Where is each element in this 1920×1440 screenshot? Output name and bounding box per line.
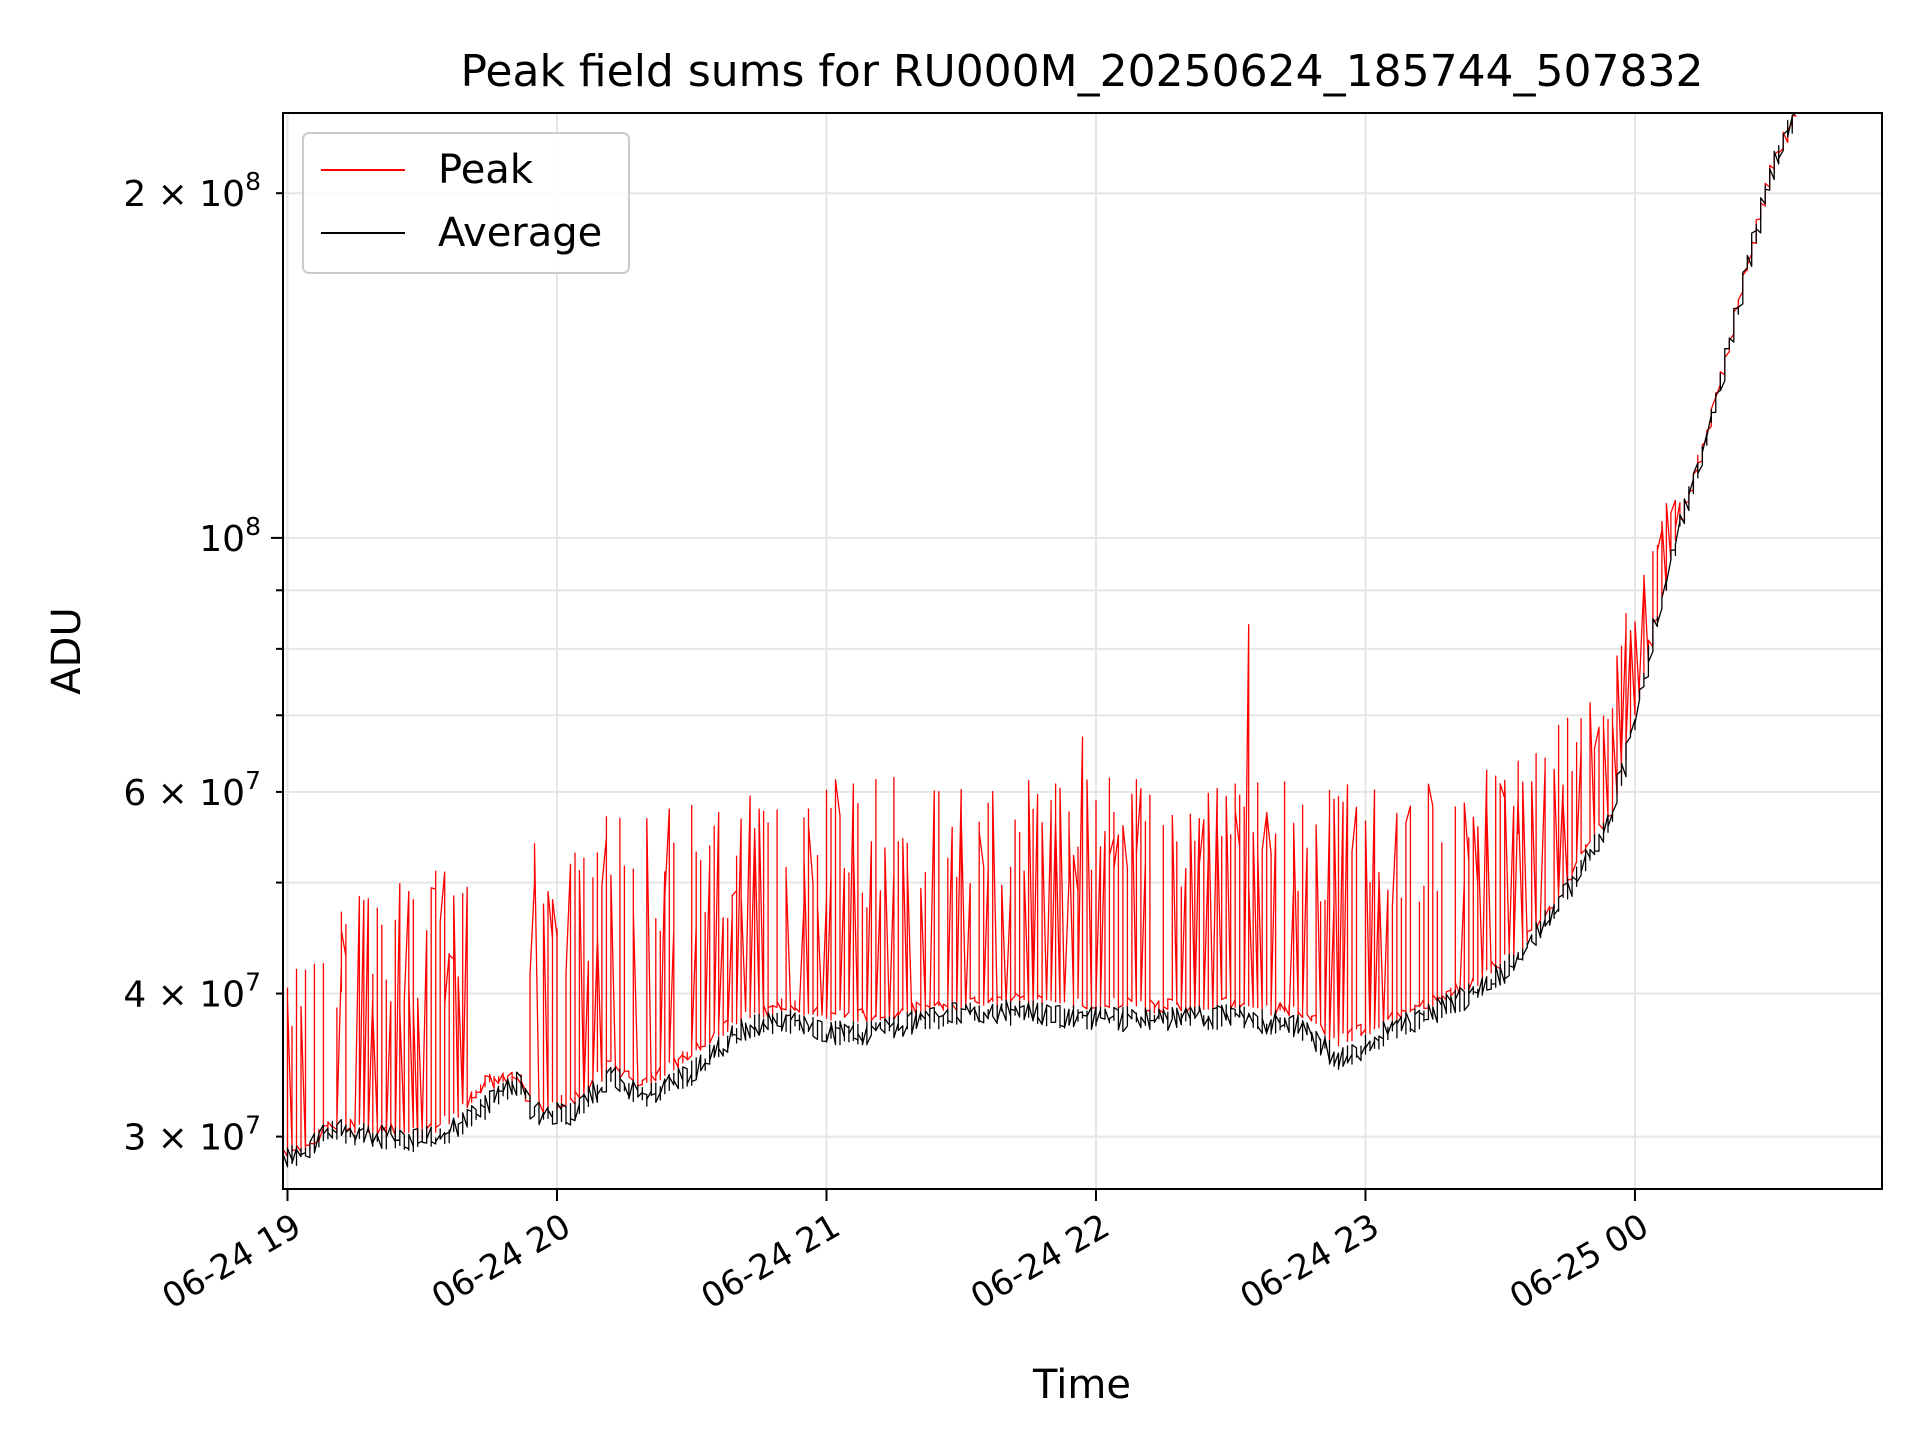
y-tick-label-times: × [146,1118,199,1159]
y-tick-label-base: 10 [199,975,245,1016]
legend-label-average: Average [438,210,602,256]
chart-title: Peak field sums for RU000M_20250624_1857… [460,46,1703,97]
legend: Peak Average [302,132,630,274]
y-tick-label: 4 × 107 [123,968,261,1016]
y-tick-label-times: × [146,975,199,1016]
y-tick-label-mantissa: 6 [123,773,146,814]
series-line-peak [283,114,1797,1158]
y-tick-label: 3 × 107 [123,1111,261,1159]
y-tick-label: 2 × 108 [123,167,261,215]
y-tick-label-exp: 7 [245,1111,261,1140]
y-tick-label: 108 [199,512,261,560]
legend-label-peak: Peak [438,147,534,193]
y-tick-label-exp: 8 [245,167,261,196]
legend-box [302,132,630,274]
y-tick-label-base: 10 [199,773,245,814]
y-tick-label-mantissa: 3 [123,1118,146,1159]
y-tick-label-base: 10 [199,174,245,215]
x-axis-label: Time [1032,1362,1131,1408]
y-axis-label: ADU [44,607,90,694]
y-tick-label-exp: 7 [245,766,261,795]
y-tick-label-exp: 7 [245,968,261,997]
plot-frame [282,112,1883,1190]
y-tick-label-mantissa: 4 [123,975,146,1016]
y-tick-label-exp: 8 [245,512,261,541]
series-line-average [283,113,1798,1171]
y-tick-label-mantissa: 2 [123,174,146,215]
y-tick-label-times: × [146,174,199,215]
plot-series [283,113,1798,1171]
y-tick-label-base: 10 [199,1118,245,1159]
y-tick-label-times: × [146,773,199,814]
y-tick-label-base: 10 [199,519,245,560]
y-tick-label: 6 × 107 [123,766,261,814]
